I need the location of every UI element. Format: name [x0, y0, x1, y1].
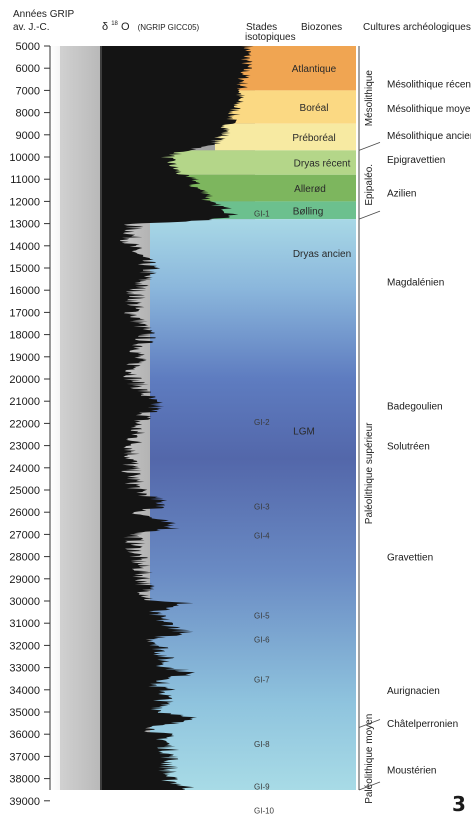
biozone-label-atlantique: Atlantique	[292, 64, 337, 75]
stage-gi-6: GI-6	[254, 636, 270, 645]
year-tick-label: 17000	[9, 307, 40, 319]
year-tick-label: 27000	[9, 529, 40, 541]
year-tick-label: 23000	[9, 441, 40, 453]
year-tick-label: 18000	[9, 330, 40, 342]
culture-gravettien: Gravettien	[387, 553, 433, 564]
culture-chatelperronien: Châtelperronien	[387, 719, 458, 730]
isotope-curve-layer	[60, 46, 254, 790]
stage-gi-5: GI-5	[254, 611, 270, 620]
culture-mesolithique-recent: Mésolithique récent	[387, 80, 471, 91]
year-tick-label: 15000	[9, 263, 40, 275]
year-tick-label: 9000	[16, 130, 40, 142]
culture-mesolithique-moyen: Mésolithique moyen	[387, 104, 471, 115]
biozones-title: Biozones	[301, 22, 342, 33]
period-label-paleolithique-superieur: Paléolithique supérieur	[364, 422, 375, 524]
year-tick-label: 11000	[10, 174, 40, 186]
stage-gi-4: GI-4	[254, 531, 270, 540]
culture-aurignacien: Aurignacien	[387, 686, 440, 697]
period-divider-epipaleo	[358, 210, 381, 220]
year-axis-title-line1: Années GRIP	[13, 9, 74, 20]
year-tick-label: 29000	[9, 574, 40, 586]
year-tick-label: 19000	[9, 352, 40, 364]
year-tick-label: 38000	[9, 774, 40, 786]
biozone-dryas-recent	[150, 150, 356, 175]
year-tick-label: 8000	[16, 108, 40, 120]
biozone-layer: Atlantique Boréal Préboréal Dryas récent All…	[150, 46, 356, 790]
culture-solutreen: Solutréen	[387, 442, 430, 453]
year-tick-label: 13000	[9, 219, 40, 231]
biozone-label-allerod: Allerød	[294, 184, 326, 195]
delta-source: (NGRIP GICC05)	[138, 23, 200, 32]
biozone-label-dryas-ancien: Dryas ancien	[293, 249, 351, 260]
delta-axis-title: δ 18 O (NGRIP GICC05)	[102, 16, 200, 33]
period-layer: Mésolithique Epipaléo. Paléolithique supér…	[358, 46, 381, 804]
year-tick-label: 32000	[9, 640, 40, 652]
year-tick-label: 31000	[9, 618, 40, 630]
period-label-paleolithique-moyen: Paléolithique moyen	[364, 714, 375, 804]
year-tick-label: 16000	[9, 285, 40, 297]
culture-magdalenien: Magdalénien	[387, 277, 444, 288]
culture-epigravettien: Epigravettien	[387, 155, 445, 166]
year-tick-label: 10000	[9, 152, 40, 164]
stage-gi-1: GI-1	[254, 210, 270, 219]
year-tick-label: 34000	[9, 685, 40, 697]
year-tick-label: 33000	[9, 663, 40, 675]
page-number: 3	[452, 792, 466, 816]
year-tick-label: 39000	[9, 796, 40, 808]
cultures-title: Cultures archéologiques	[363, 22, 471, 33]
period-label-epipaleo: Epipaléo.	[364, 164, 375, 206]
year-tick-label: 25000	[9, 485, 40, 497]
delta-oxygen: O	[121, 21, 130, 33]
chart-header: Années GRIP av. J.-C. δ 18 O (NGRIP GICC…	[13, 9, 471, 43]
year-tick-label: 35000	[9, 707, 40, 719]
stage-gi-10: GI-10	[254, 807, 275, 816]
year-tick-label: 36000	[9, 729, 40, 741]
year-tick-label: 22000	[9, 418, 40, 430]
year-tick-label: 5000	[16, 41, 40, 53]
period-divider-paleolithique-moyen	[358, 781, 381, 791]
delta-symbol: δ	[102, 21, 108, 33]
biozone-label-bolling: Bølling	[293, 206, 324, 217]
biozone-label-lgm: LGM	[293, 427, 315, 438]
delta-superscript: 18	[111, 21, 118, 27]
culture-badegoulien: Badegoulien	[387, 402, 443, 413]
isotope-curve-area	[100, 46, 254, 790]
year-tick-label: 37000	[9, 751, 40, 763]
year-tick-label: 26000	[9, 507, 40, 519]
biozone-dryas-ancien	[150, 219, 356, 790]
year-axis: 5000 6000 7000 8000 9000 10000 11000 12000 13000…	[9, 41, 51, 808]
year-tick-label: 30000	[9, 596, 40, 608]
culture-azilien: Azilien	[387, 189, 416, 200]
period-divider-paleolithique-superieur	[358, 719, 381, 728]
year-tick-label: 28000	[9, 552, 40, 564]
year-axis-title-line2: av. J.-C.	[13, 22, 49, 33]
year-tick-label: 12000	[9, 196, 40, 208]
period-label-mesolithique: Mésolithique	[364, 70, 375, 127]
year-tick-label: 7000	[16, 85, 40, 97]
culture-mesolithique-ancien: Mésolithique ancien	[387, 131, 471, 142]
stage-gi-3: GI-3	[254, 503, 270, 512]
year-tick-label: 14000	[9, 241, 40, 253]
culture-mousterien: Moustérien	[387, 766, 436, 777]
stages-title-line2: isotopiques	[245, 32, 296, 43]
period-divider-mesolithique	[358, 141, 381, 151]
culture-layer: Mésolithique récent Mésolithique moyen Més…	[387, 80, 471, 777]
year-tick-label: 21000	[9, 396, 40, 408]
biozone-label-boreal: Boréal	[300, 103, 329, 114]
stage-gi-9: GI-9	[254, 782, 270, 791]
year-tick-label: 20000	[9, 374, 40, 386]
isotope-curve-shade	[60, 46, 102, 790]
stage-gi-2: GI-2	[254, 418, 270, 427]
year-tick-label: 6000	[16, 63, 40, 75]
stage-label-layer: GI-1 GI-2 GI-3 GI-4 GI-5 GI-6 GI-7 GI-8 GI-9 GI-1…	[254, 210, 275, 816]
biozone-preboreal	[215, 123, 356, 151]
biozone-label-preboreal: Préboréal	[292, 133, 335, 144]
stage-gi-8: GI-8	[254, 740, 270, 749]
stages-title-line1: Stades	[246, 22, 277, 33]
stage-gi-7: GI-7	[254, 676, 270, 685]
year-tick-label: 24000	[9, 463, 40, 475]
biozone-label-dryas-recent: Dryas récent	[294, 159, 351, 170]
